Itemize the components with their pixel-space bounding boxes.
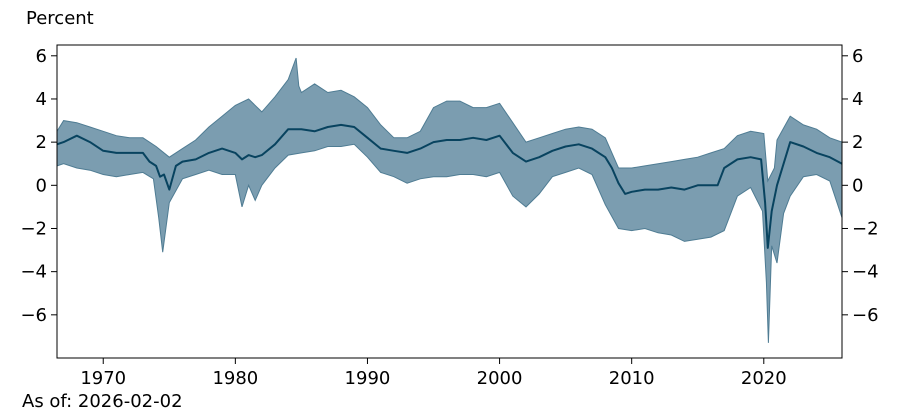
y-tick-label-right: 6 [852,46,863,67]
y-tick-label-right: −2 [852,218,879,239]
y-tick-label-right: −4 [852,262,879,283]
median-line [56,123,843,249]
y-tick-label-left: 6 [36,46,47,67]
x-tick-label: 1990 [345,368,391,389]
y-tick-label-left: −4 [20,262,47,283]
confidence-band [56,57,843,343]
plot-frame [56,44,843,359]
y-tick-label-left: 2 [36,132,47,153]
y-tick-label-left: 4 [36,89,47,110]
x-tick-label: 2010 [609,368,655,389]
as-of-footnote: As of: 2026-02-02 [22,391,183,412]
y-tick-label-right: 0 [852,175,863,196]
y-tick-label-left: 0 [36,175,47,196]
y-tick-label-right: 2 [852,132,863,153]
y-tick-label-left: −2 [20,218,47,239]
y-tick-label-right: 4 [852,89,863,110]
y-tick-label-left: −6 [20,305,47,326]
y-axis-label: Percent [26,8,94,29]
x-tick-label: 2000 [477,368,523,389]
y-tick-label-right: −6 [852,305,879,326]
x-tick-label: 1980 [212,368,258,389]
x-tick-label: 2020 [741,368,787,389]
x-tick-label: 1970 [80,368,126,389]
